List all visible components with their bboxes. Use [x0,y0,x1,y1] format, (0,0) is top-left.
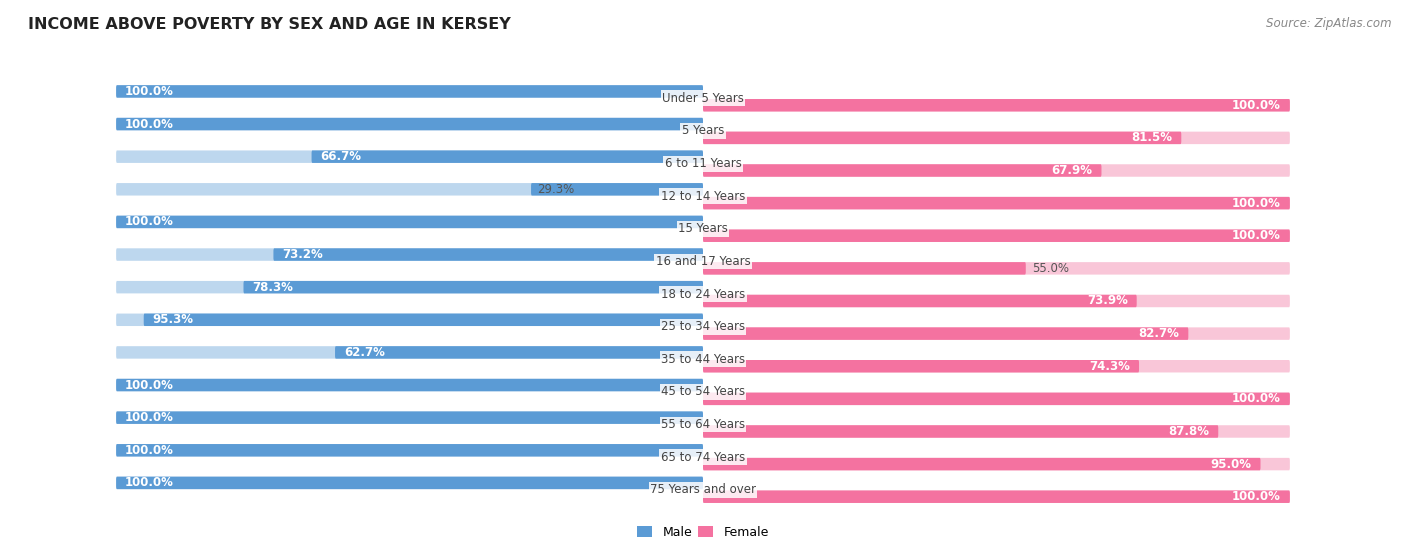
Text: 100.0%: 100.0% [1232,197,1281,210]
FancyBboxPatch shape [703,295,1289,307]
FancyBboxPatch shape [335,346,703,359]
FancyBboxPatch shape [117,150,703,163]
FancyBboxPatch shape [117,248,703,261]
Text: 81.5%: 81.5% [1132,131,1173,144]
FancyBboxPatch shape [703,197,1289,210]
Text: 66.7%: 66.7% [321,150,361,163]
FancyBboxPatch shape [703,490,1289,503]
FancyBboxPatch shape [273,248,703,261]
FancyBboxPatch shape [703,425,1289,438]
FancyBboxPatch shape [117,183,703,196]
Text: 100.0%: 100.0% [125,117,174,131]
FancyBboxPatch shape [117,477,703,489]
FancyBboxPatch shape [117,444,703,457]
FancyBboxPatch shape [117,216,703,228]
FancyBboxPatch shape [703,425,1218,438]
Text: 100.0%: 100.0% [125,215,174,229]
FancyBboxPatch shape [117,281,703,293]
FancyBboxPatch shape [703,295,1136,307]
Text: 55 to 64 Years: 55 to 64 Years [661,418,745,431]
Text: 100.0%: 100.0% [1232,99,1281,112]
FancyBboxPatch shape [703,360,1139,372]
FancyBboxPatch shape [117,477,703,489]
Text: 15 Years: 15 Years [678,222,728,235]
FancyBboxPatch shape [703,230,1289,242]
FancyBboxPatch shape [117,85,703,98]
Text: 5 Years: 5 Years [682,125,724,138]
Text: 12 to 14 Years: 12 to 14 Years [661,190,745,203]
FancyBboxPatch shape [703,392,1289,405]
Text: 74.3%: 74.3% [1090,360,1130,373]
Text: 100.0%: 100.0% [1232,392,1281,405]
FancyBboxPatch shape [117,379,703,391]
Text: 78.3%: 78.3% [252,281,294,293]
Text: 62.7%: 62.7% [344,346,385,359]
FancyBboxPatch shape [117,314,703,326]
FancyBboxPatch shape [703,132,1289,144]
Text: 73.2%: 73.2% [283,248,323,261]
FancyBboxPatch shape [143,314,703,326]
Text: 100.0%: 100.0% [125,378,174,391]
FancyBboxPatch shape [703,262,1289,274]
FancyBboxPatch shape [243,281,703,293]
Text: Source: ZipAtlas.com: Source: ZipAtlas.com [1267,17,1392,30]
FancyBboxPatch shape [703,328,1289,340]
FancyBboxPatch shape [117,411,703,424]
Legend: Male, Female: Male, Female [633,521,773,544]
FancyBboxPatch shape [117,118,703,130]
Text: 45 to 54 Years: 45 to 54 Years [661,386,745,399]
FancyBboxPatch shape [117,85,703,98]
Text: 100.0%: 100.0% [125,85,174,98]
FancyBboxPatch shape [117,411,703,424]
FancyBboxPatch shape [117,118,703,130]
Text: 100.0%: 100.0% [1232,490,1281,503]
FancyBboxPatch shape [703,197,1289,210]
FancyBboxPatch shape [703,99,1289,111]
FancyBboxPatch shape [703,262,1026,274]
Text: Under 5 Years: Under 5 Years [662,92,744,105]
Text: 100.0%: 100.0% [1232,229,1281,242]
FancyBboxPatch shape [117,444,703,457]
Text: 18 to 24 Years: 18 to 24 Years [661,287,745,301]
FancyBboxPatch shape [703,99,1289,111]
Text: 95.3%: 95.3% [152,313,194,326]
FancyBboxPatch shape [531,183,703,196]
Text: INCOME ABOVE POVERTY BY SEX AND AGE IN KERSEY: INCOME ABOVE POVERTY BY SEX AND AGE IN K… [28,17,510,32]
Text: 100.0%: 100.0% [125,444,174,457]
FancyBboxPatch shape [703,164,1289,177]
FancyBboxPatch shape [117,346,703,359]
Text: 25 to 34 Years: 25 to 34 Years [661,320,745,333]
Text: 73.9%: 73.9% [1087,295,1128,307]
FancyBboxPatch shape [703,392,1289,405]
FancyBboxPatch shape [703,328,1188,340]
Text: 29.3%: 29.3% [537,183,574,196]
FancyBboxPatch shape [117,216,703,228]
Text: 87.8%: 87.8% [1168,425,1209,438]
FancyBboxPatch shape [703,490,1289,503]
FancyBboxPatch shape [703,132,1181,144]
Text: 16 and 17 Years: 16 and 17 Years [655,255,751,268]
FancyBboxPatch shape [703,164,1101,177]
FancyBboxPatch shape [703,458,1261,470]
Text: 95.0%: 95.0% [1211,458,1251,471]
Text: 82.7%: 82.7% [1139,327,1180,340]
Text: 6 to 11 Years: 6 to 11 Years [665,157,741,170]
FancyBboxPatch shape [312,150,703,163]
FancyBboxPatch shape [703,458,1289,470]
FancyBboxPatch shape [117,379,703,391]
Text: 100.0%: 100.0% [125,411,174,424]
Text: 55.0%: 55.0% [1032,262,1069,275]
FancyBboxPatch shape [703,360,1289,372]
Text: 35 to 44 Years: 35 to 44 Years [661,353,745,366]
Text: 67.9%: 67.9% [1052,164,1092,177]
Text: 65 to 74 Years: 65 to 74 Years [661,451,745,464]
FancyBboxPatch shape [703,230,1289,242]
Text: 75 Years and over: 75 Years and over [650,484,756,496]
Text: 100.0%: 100.0% [125,476,174,489]
